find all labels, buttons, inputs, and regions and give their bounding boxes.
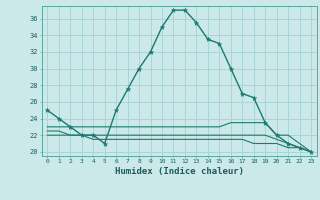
X-axis label: Humidex (Indice chaleur): Humidex (Indice chaleur): [115, 167, 244, 176]
